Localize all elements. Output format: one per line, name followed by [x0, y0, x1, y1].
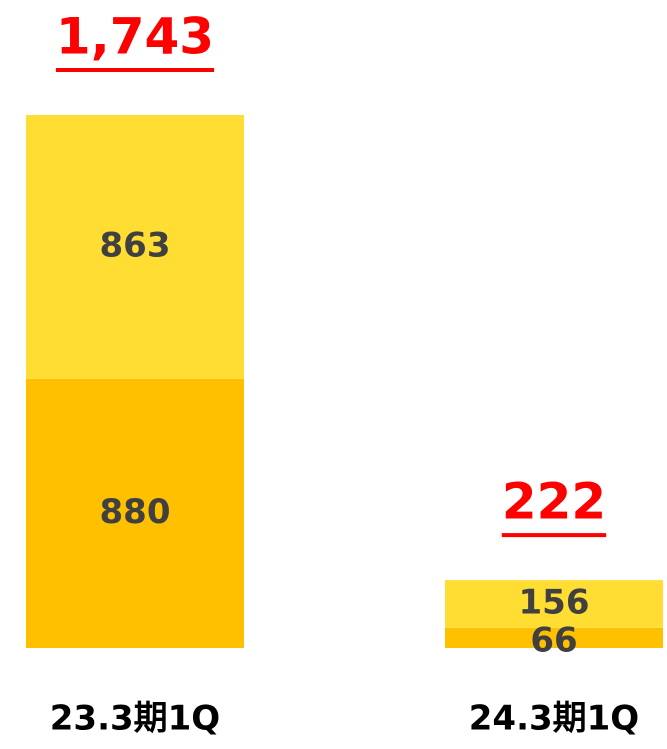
- data-label: 863: [100, 225, 171, 265]
- total-underline: [55, 68, 215, 72]
- data-label: 66: [530, 620, 577, 660]
- bar-segment: [445, 580, 663, 628]
- bar-segment: [445, 627, 663, 648]
- data-label: 156: [519, 582, 590, 622]
- total-label: 222: [502, 473, 606, 531]
- data-label: 880: [100, 492, 171, 532]
- x-tick-label: 24.3期1Q: [469, 699, 639, 739]
- bar-segment: [26, 378, 244, 648]
- x-tick-label: 23.3期1Q: [50, 699, 220, 739]
- total-underline: [501, 533, 607, 538]
- bar-segment: [26, 115, 244, 379]
- total-label: 1,743: [56, 8, 214, 66]
